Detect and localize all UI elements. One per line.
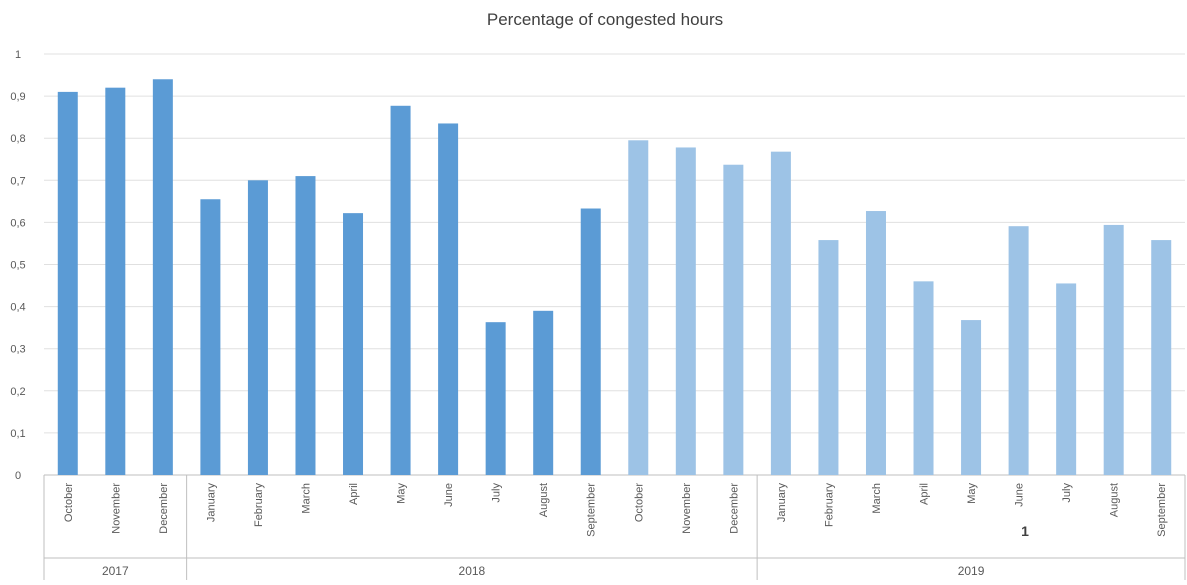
bar <box>533 310 554 475</box>
bar <box>1151 240 1172 475</box>
group-label: 2017 <box>102 564 129 578</box>
y-tick-label: 0,4 <box>10 302 25 314</box>
y-tick-label: 0,8 <box>10 133 25 145</box>
x-tick-label: February <box>253 483 265 528</box>
x-tick-label: September <box>1156 483 1168 537</box>
bar <box>580 208 601 475</box>
y-tick-label: 0,5 <box>10 260 25 272</box>
bar <box>865 211 886 475</box>
bar <box>1008 226 1029 475</box>
x-tick-label: January <box>205 483 217 523</box>
bar <box>1103 224 1124 475</box>
x-tick-label: May <box>396 483 408 504</box>
x-tick-label: November <box>110 483 122 534</box>
bar <box>485 322 506 475</box>
y-tick-label: 0,7 <box>10 175 25 187</box>
x-tick-label: January <box>776 483 788 523</box>
group-label: 2019 <box>958 564 985 578</box>
bar <box>961 320 982 475</box>
bar <box>723 164 744 475</box>
x-tick-label: December <box>728 483 740 534</box>
y-tick-label: 0,3 <box>10 344 25 356</box>
annotation-label: 1 <box>1021 523 1029 539</box>
bar <box>438 123 459 475</box>
x-tick-label: September <box>586 483 598 537</box>
x-tick-label: April <box>348 483 360 505</box>
bar <box>770 151 791 475</box>
y-tick-label: 0 <box>15 470 21 482</box>
bar <box>675 147 696 475</box>
x-tick-label: December <box>158 483 170 534</box>
x-tick-label: October <box>63 483 75 522</box>
bar <box>200 199 221 475</box>
x-tick-label: March <box>300 483 312 514</box>
x-tick-label: July <box>491 483 503 503</box>
x-tick-label: June <box>1014 483 1026 507</box>
x-tick-label: February <box>823 483 835 528</box>
bar <box>152 79 173 475</box>
bar <box>57 91 78 475</box>
y-tick-label: 0,1 <box>10 428 25 440</box>
bar <box>343 213 364 475</box>
bar <box>390 105 411 476</box>
y-tick-label: 0,2 <box>10 386 25 398</box>
x-tick-label: April <box>919 483 931 505</box>
bar <box>913 281 934 475</box>
bar <box>818 240 839 475</box>
bar <box>105 87 126 476</box>
chart-title: Percentage of congested hours <box>487 10 723 29</box>
x-tick-label: November <box>681 483 693 534</box>
x-tick-label: August <box>538 483 550 517</box>
group-label: 2018 <box>459 564 486 578</box>
y-tick-label: 0,6 <box>10 217 25 229</box>
x-tick-label: March <box>871 483 883 514</box>
bar <box>295 176 316 475</box>
bar <box>247 180 268 476</box>
x-tick-label: June <box>443 483 455 507</box>
x-tick-label: May <box>966 483 978 504</box>
x-tick-label: July <box>1061 483 1073 503</box>
y-tick-label: 1 <box>15 49 21 61</box>
x-tick-label: October <box>633 483 645 522</box>
y-tick-label: 0,9 <box>10 91 25 103</box>
bar <box>1056 283 1077 475</box>
x-tick-label: August <box>1109 483 1121 517</box>
bar <box>628 140 649 475</box>
